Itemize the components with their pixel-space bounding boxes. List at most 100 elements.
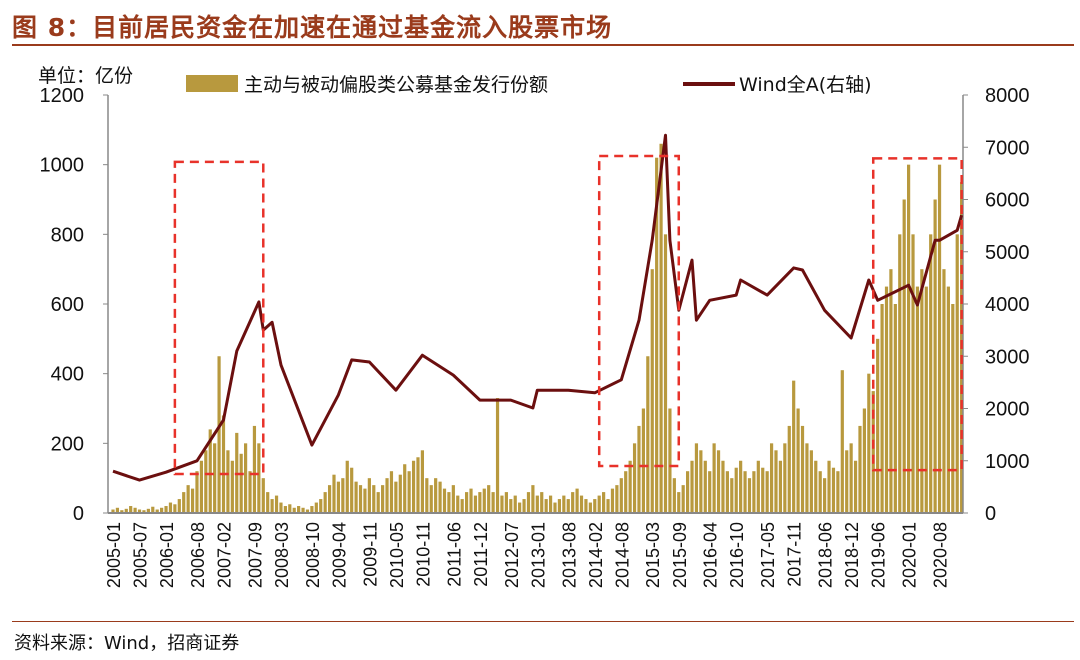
bar (221, 415, 226, 513)
bar (827, 460, 831, 513)
unit-label: 单位：亿份 (38, 65, 134, 87)
x-tick-label: 2008-03 (272, 522, 292, 588)
bar (279, 502, 283, 513)
bar (871, 391, 875, 513)
title-rule (12, 44, 1074, 46)
bar (124, 508, 128, 513)
left-tick-label: 0 (73, 503, 84, 525)
bar (761, 467, 765, 513)
bar (270, 499, 274, 513)
bar (858, 425, 862, 513)
bar (694, 443, 699, 513)
bar (239, 453, 243, 513)
bar (610, 488, 615, 513)
bar (208, 429, 212, 513)
bar (747, 478, 752, 513)
bar (548, 495, 553, 513)
bar (111, 509, 115, 513)
bar (823, 478, 827, 513)
bar (425, 478, 429, 513)
bar (540, 492, 544, 513)
bar (434, 478, 438, 513)
bar (889, 269, 893, 513)
bar (345, 460, 349, 513)
bar (836, 471, 840, 513)
bar (155, 509, 159, 513)
bar (129, 506, 133, 513)
x-tick-label: 2013-08 (559, 522, 579, 588)
bar (482, 488, 486, 513)
bar (358, 485, 363, 513)
bar (672, 478, 676, 513)
bar (840, 370, 844, 513)
bar (955, 234, 959, 514)
x-tick-label: 2011-06 (444, 522, 464, 587)
x-tick-label: 2020-01 (900, 522, 920, 588)
bar (151, 506, 155, 513)
bar (160, 507, 164, 513)
bar (274, 495, 279, 513)
bar (708, 471, 712, 513)
x-tick-label: 2010-05 (387, 522, 407, 588)
bar (579, 495, 584, 513)
bar (323, 492, 327, 513)
bar (341, 478, 345, 513)
right-tick-label: 8000 (985, 85, 1030, 107)
bar (655, 157, 659, 513)
bar (911, 234, 915, 514)
bar (814, 460, 818, 513)
bar (310, 506, 314, 513)
bar (650, 269, 654, 513)
bar (509, 499, 513, 513)
bar (641, 408, 645, 513)
bar (553, 502, 557, 513)
bar (487, 485, 491, 513)
bar (504, 492, 508, 513)
bar (526, 492, 531, 513)
highlight-box (871, 157, 963, 472)
bar (571, 492, 575, 513)
bar (288, 504, 292, 513)
bar (442, 488, 447, 513)
bar (133, 507, 137, 513)
bar (252, 425, 257, 513)
left-tick-label: 800 (51, 224, 84, 246)
bar (730, 478, 734, 513)
right-tick-label: 2000 (985, 399, 1030, 421)
left-tick-label: 1000 (40, 155, 85, 177)
bar (544, 499, 548, 513)
bar (257, 443, 261, 513)
bar (518, 502, 522, 513)
bar (173, 504, 177, 513)
bar (244, 443, 248, 513)
x-tick-label: 2016-10 (727, 522, 747, 588)
bar (703, 460, 707, 513)
bar (376, 492, 380, 513)
bar (332, 474, 336, 513)
bar (354, 481, 358, 513)
bar (880, 304, 884, 513)
x-tick-label: 2015-09 (670, 522, 690, 588)
bar (849, 443, 853, 513)
bar (447, 492, 451, 513)
bar (535, 495, 539, 513)
bar (367, 478, 371, 513)
bar (876, 338, 880, 513)
bar (787, 425, 791, 513)
bar (898, 234, 902, 514)
x-tick-label: 2012-07 (502, 522, 522, 588)
bar (465, 492, 469, 513)
bar (584, 499, 588, 513)
bar (186, 485, 190, 513)
bar (637, 425, 641, 513)
bar (473, 495, 478, 513)
bar (292, 507, 296, 513)
bar (659, 143, 663, 513)
bar (743, 471, 747, 513)
bar (456, 495, 460, 513)
bar (783, 443, 787, 513)
bar (575, 488, 579, 513)
bar (385, 478, 389, 513)
bar (946, 286, 950, 513)
bar (628, 460, 632, 513)
